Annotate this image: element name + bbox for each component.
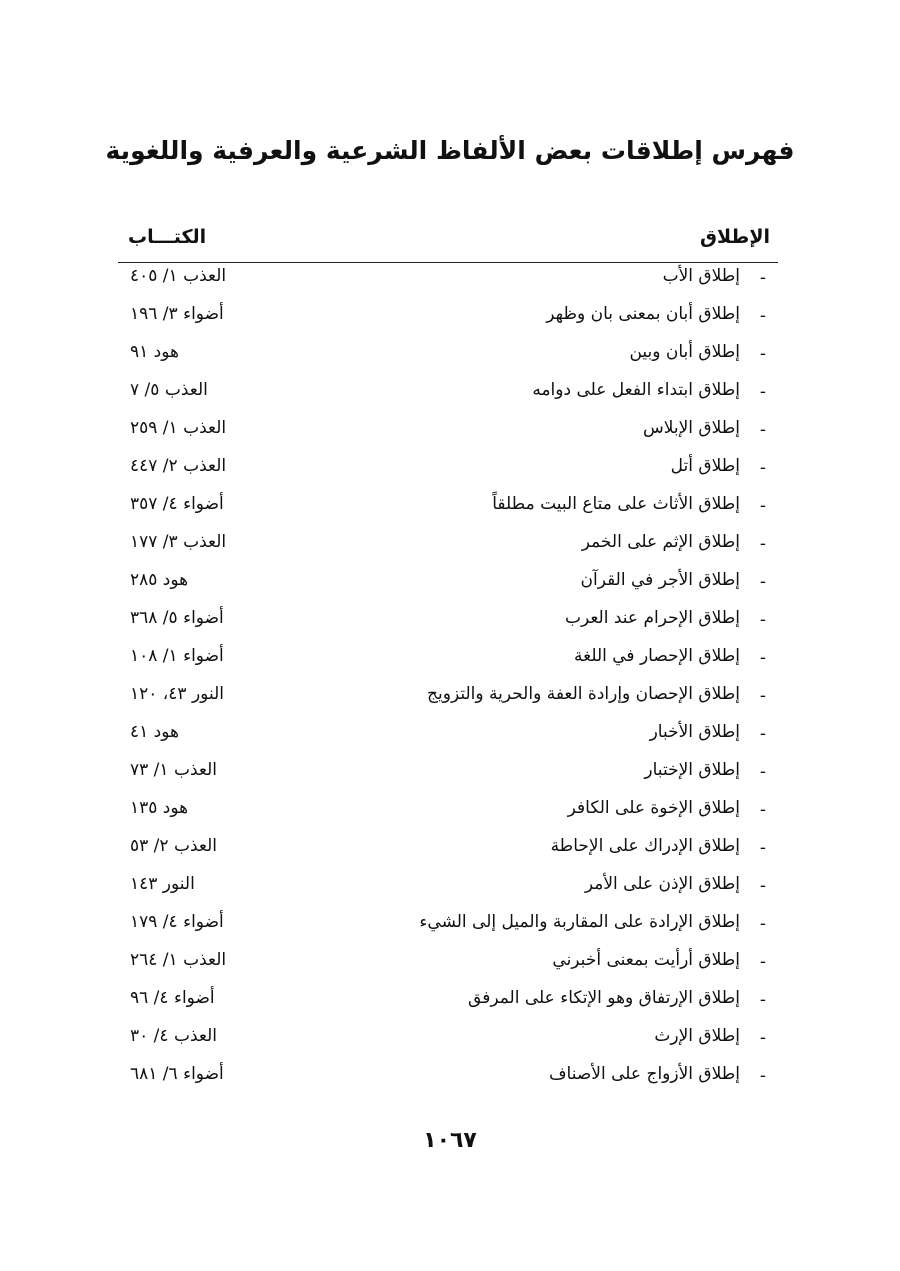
bullet-dash: - (759, 990, 766, 1010)
bullet-dash: - (759, 268, 766, 288)
entry-term: إطلاق أبان بمعنى بان وظهر (546, 304, 740, 324)
entry-reference: هود ٤١ (130, 722, 179, 742)
bullet-dash: - (759, 1066, 766, 1086)
entry-term: إطلاق أتل (670, 456, 740, 476)
entry-term: إطلاق أبان وبين (629, 342, 740, 362)
entry-reference: النور ٤٣، ١٢٠ (130, 684, 224, 704)
index-entry: - إطلاق الإحرام عند العرب أضواء ٥/ ٣٦٨ (0, 604, 900, 642)
entry-term: إطلاق الإرادة على المقاربة والميل إلى ال… (419, 912, 740, 932)
entry-reference: العذب ١/ ٧٣ (130, 760, 217, 780)
entry-term: إطلاق الأب (662, 266, 740, 286)
bullet-dash: - (759, 420, 766, 440)
bullet-dash: - (759, 876, 766, 896)
index-entry: - إطلاق أبان وبين هود ٩١ (0, 338, 900, 376)
index-entry: - إطلاق أتل العذب ٢/ ٤٤٧ (0, 452, 900, 490)
entry-term: إطلاق الإذن على الأمر (584, 874, 740, 894)
entry-term: إطلاق الإثم على الخمر (581, 532, 740, 552)
entry-term: إطلاق الأزواج على الأصناف (548, 1064, 740, 1084)
entry-reference: العذب ٥/ ٧ (130, 380, 208, 400)
bullet-dash: - (759, 1028, 766, 1048)
entry-reference: العذب ٢/ ٥٣ (130, 836, 217, 856)
index-entry: - إطلاق الإدراك على الإحاطة العذب ٢/ ٥٣ (0, 832, 900, 870)
entry-term: إطلاق الأجر في القرآن (580, 570, 741, 590)
bullet-dash: - (759, 572, 766, 592)
entry-reference: العذب ١/ ٤٠٥ (130, 266, 227, 286)
entry-reference: أضواء ٣/ ١٩٦ (130, 304, 224, 324)
bullet-dash: - (759, 306, 766, 326)
entry-reference: أضواء ٤/ ٩٦ (130, 988, 215, 1008)
entry-reference: العذب ٢/ ٤٤٧ (130, 456, 227, 476)
index-entry: - إطلاق الإرث العذب ٤/ ٣٠ (0, 1022, 900, 1060)
index-entry: - إطلاق الإختبار العذب ١/ ٧٣ (0, 756, 900, 794)
entry-term: إطلاق الإرث (654, 1026, 740, 1046)
entry-reference: هود ١٣٥ (130, 798, 189, 818)
bullet-dash: - (759, 534, 766, 554)
entry-term: إطلاق أرأيت بمعنى أخبرني (552, 950, 740, 970)
entry-reference: هود ٢٨٥ (130, 570, 189, 590)
bullet-dash: - (759, 610, 766, 630)
entry-reference: العذب ٤/ ٣٠ (130, 1026, 217, 1046)
entry-term: إطلاق الإبلاس (642, 418, 740, 438)
index-entry: - إطلاق أرأيت بمعنى أخبرني العذب ١/ ٢٦٤ (0, 946, 900, 984)
entry-term: إطلاق الإختبار (644, 760, 740, 780)
index-entry: - إطلاق الأزواج على الأصناف أضواء ٦/ ٦٨١ (0, 1060, 900, 1098)
bullet-dash: - (759, 762, 766, 782)
entry-reference: أضواء ٥/ ٣٦٨ (130, 608, 224, 628)
entry-reference: العذب ٣/ ١٧٧ (130, 532, 227, 552)
bullet-dash: - (759, 800, 766, 820)
index-entry: - إطلاق الأثاث على متاع البيت مطلقاً أضواء… (0, 490, 900, 528)
entry-term: إطلاق ابتداء الفعل على دوامه (532, 380, 740, 400)
index-entry: - إطلاق الإبلاس العذب ١/ ٢٥٩ (0, 414, 900, 452)
index-entry: - إطلاق الأخبار هود ٤١ (0, 718, 900, 756)
entry-reference: أضواء ٤/ ١٧٩ (130, 912, 224, 932)
bullet-dash: - (759, 724, 766, 744)
bullet-dash: - (759, 458, 766, 478)
bullet-dash: - (759, 838, 766, 858)
bullet-dash: - (759, 952, 766, 972)
entry-term: إطلاق الإدراك على الإحاطة (550, 836, 740, 856)
entry-term: إطلاق الإخوة على الكافر (567, 798, 740, 818)
index-entry: - إطلاق الإرادة على المقاربة والميل إلى ا… (0, 908, 900, 946)
index-entry: - إطلاق الإخوة على الكافر هود ١٣٥ (0, 794, 900, 832)
bullet-dash: - (759, 496, 766, 516)
column-header-term: الإطلاق (700, 226, 770, 248)
entry-term: إطلاق الإحصار في اللغة (574, 646, 740, 666)
entry-term: إطلاق الإحصان وإرادة العفة والحرية والتز… (427, 684, 740, 704)
entry-term: إطلاق الإحرام عند العرب (564, 608, 740, 628)
index-entry: - إطلاق الإرتفاق وهو الإتكاء على المرفق أض… (0, 984, 900, 1022)
index-entry: - إطلاق الأب العذب ١/ ٤٠٥ (0, 262, 900, 300)
entry-reference: العذب ١/ ٢٦٤ (130, 950, 227, 970)
entry-term: إطلاق الأخبار (649, 722, 740, 742)
entry-reference: أضواء ٦/ ٦٨١ (130, 1064, 224, 1084)
index-entry: - إطلاق الإحصار في اللغة أضواء ١/ ١٠٨ (0, 642, 900, 680)
entry-reference: العذب ١/ ٢٥٩ (130, 418, 227, 438)
index-list: - إطلاق الأب العذب ١/ ٤٠٥- إطلاق أبان بمعنى… (0, 262, 900, 1098)
index-entry: - إطلاق ابتداء الفعل على دوامه العذب ٥/ ٧ (0, 376, 900, 414)
header-divider (118, 262, 778, 263)
index-entry: - إطلاق الإحصان وإرادة العفة والحرية والت… (0, 680, 900, 718)
page-number: ١٠٦٧ (423, 1128, 477, 1153)
entry-term: إطلاق الأثاث على متاع البيت مطلقاً (492, 494, 740, 514)
bullet-dash: - (759, 648, 766, 668)
bullet-dash: - (759, 914, 766, 934)
index-entry: - إطلاق الإذن على الأمر النور ١٤٣ (0, 870, 900, 908)
index-entry: - إطلاق أبان بمعنى بان وظهر أضواء ٣/ ١٩٦ (0, 300, 900, 338)
index-entry: - إطلاق الإثم على الخمر العذب ٣/ ١٧٧ (0, 528, 900, 566)
entry-reference: أضواء ٤/ ٣٥٧ (130, 494, 224, 514)
entry-reference: النور ١٤٣ (130, 874, 195, 894)
entry-reference: أضواء ١/ ١٠٨ (130, 646, 224, 666)
entry-reference: هود ٩١ (130, 342, 179, 362)
entry-term: إطلاق الإرتفاق وهو الإتكاء على المرفق (468, 988, 740, 1008)
page-title: فهرس إطلاقات بعض الألفاظ الشرعية والعرفي… (105, 136, 795, 165)
column-header-book: الكتـــاب (128, 226, 207, 248)
bullet-dash: - (759, 686, 766, 706)
bullet-dash: - (759, 382, 766, 402)
index-entry: - إطلاق الأجر في القرآن هود ٢٨٥ (0, 566, 900, 604)
bullet-dash: - (759, 344, 766, 364)
